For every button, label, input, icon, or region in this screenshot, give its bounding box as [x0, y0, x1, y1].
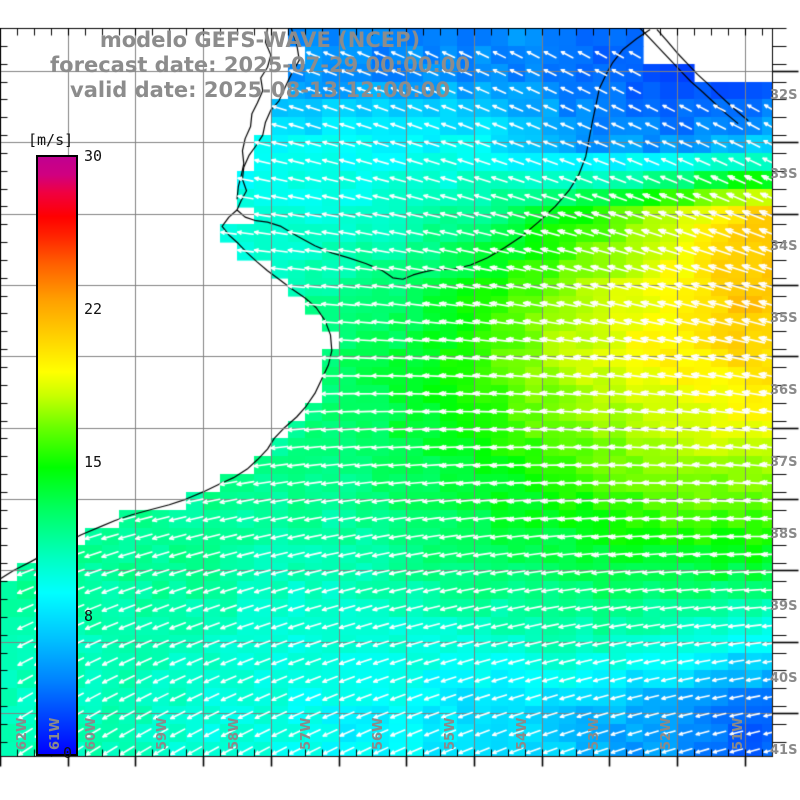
colorbar	[36, 155, 78, 756]
colorbar-tick-22: 22	[84, 300, 103, 318]
colorbar-tick-0: 0	[63, 744, 73, 762]
colorbar-tick-30: 30	[84, 147, 103, 165]
colorbar-tick-15: 15	[84, 453, 103, 471]
colorbar-unit-label: [m/s]	[28, 131, 74, 149]
colorbar-tick-8: 8	[84, 607, 94, 625]
colorbar-gradient	[36, 155, 78, 756]
